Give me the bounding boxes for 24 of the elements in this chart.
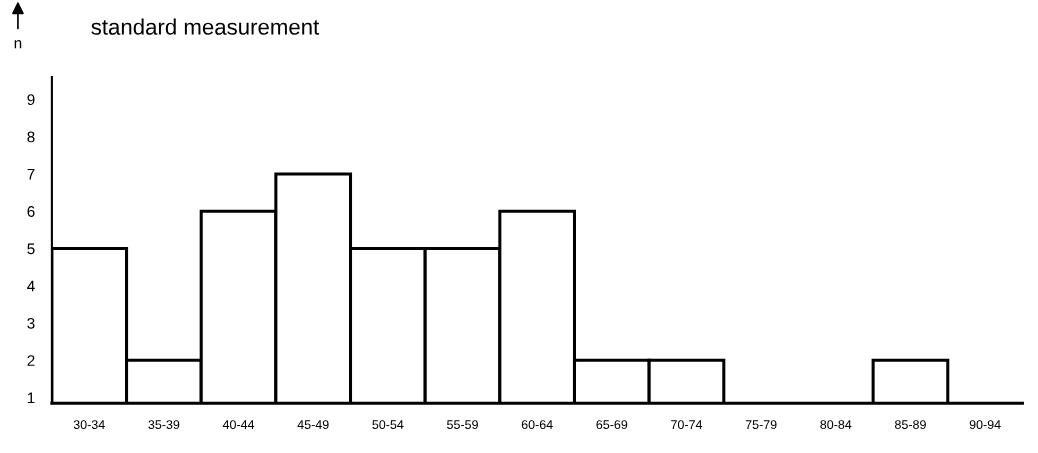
y-tick-label: 4 (27, 280, 35, 292)
y-tick-label: 3 (27, 317, 35, 329)
x-tick-label: 40-44 (222, 420, 255, 430)
y-tick-label: 9 (27, 94, 35, 106)
x-tick-label: 75-79 (745, 420, 777, 430)
x-tick-label: 55-59 (447, 420, 478, 430)
x-tick-label: 90-94 (969, 420, 1001, 430)
x-tick-label: 70-74 (671, 420, 703, 430)
y-tick-label: 7 (27, 168, 35, 180)
y-tick-label: 6 (27, 206, 35, 217)
x-tick-label: 65-69 (596, 420, 628, 430)
y-tick-label: 2 (27, 355, 35, 366)
y-tick-label: 8 (27, 131, 35, 143)
y-tick-label: 1 (27, 392, 35, 404)
x-tick-label: 60-64 (521, 420, 553, 430)
y-tick-label: 5 (27, 243, 35, 255)
x-tick-label: 35-39 (148, 420, 180, 430)
x-tick-label: 80-84 (820, 420, 852, 430)
x-tick-label: 85-89 (895, 420, 926, 430)
x-tick-label: 45-49 (297, 420, 329, 430)
y-axis-title: n (14, 40, 22, 49)
chart-title: standard measurement (91, 18, 320, 35)
x-tick-label: 50-54 (372, 420, 404, 430)
x-tick-label: 30-34 (73, 420, 105, 430)
